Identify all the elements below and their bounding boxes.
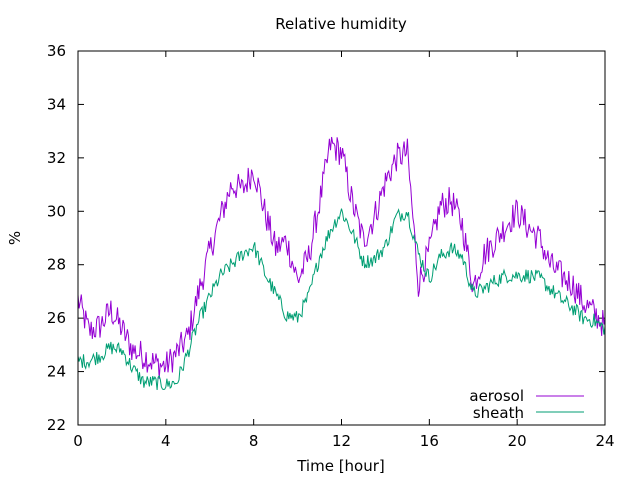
y-axis-label: % [6, 231, 24, 245]
x-tick-label: 4 [161, 432, 171, 450]
legend-label-aerosol: aerosol [469, 387, 524, 405]
x-tick-label: 20 [508, 432, 527, 450]
y-tick-label: 30 [47, 202, 66, 220]
legend: aerosol sheath [469, 387, 584, 422]
x-tick-label: 8 [249, 432, 259, 450]
x-axis-label: Time [hour] [296, 457, 385, 475]
series-line-aerosol [77, 136, 606, 379]
y-tick-label: 28 [47, 256, 66, 274]
y-tick-label: 22 [47, 416, 66, 434]
x-tick-label: 24 [595, 432, 614, 450]
y-tick-label: 32 [47, 149, 66, 167]
chart-title: Relative humidity [275, 15, 407, 33]
x-tick-label: 16 [420, 432, 439, 450]
y-tick-label: 26 [47, 309, 66, 327]
x-tick-label: 12 [332, 432, 351, 450]
y-tick-label: 24 [47, 363, 66, 381]
y-tick-label: 34 [47, 95, 66, 113]
series-line-sheath [77, 208, 606, 391]
x-tick-label: 0 [73, 432, 83, 450]
legend-label-sheath: sheath [473, 404, 524, 422]
y-tick-label: 36 [47, 42, 66, 60]
plot-frame [77, 50, 606, 426]
